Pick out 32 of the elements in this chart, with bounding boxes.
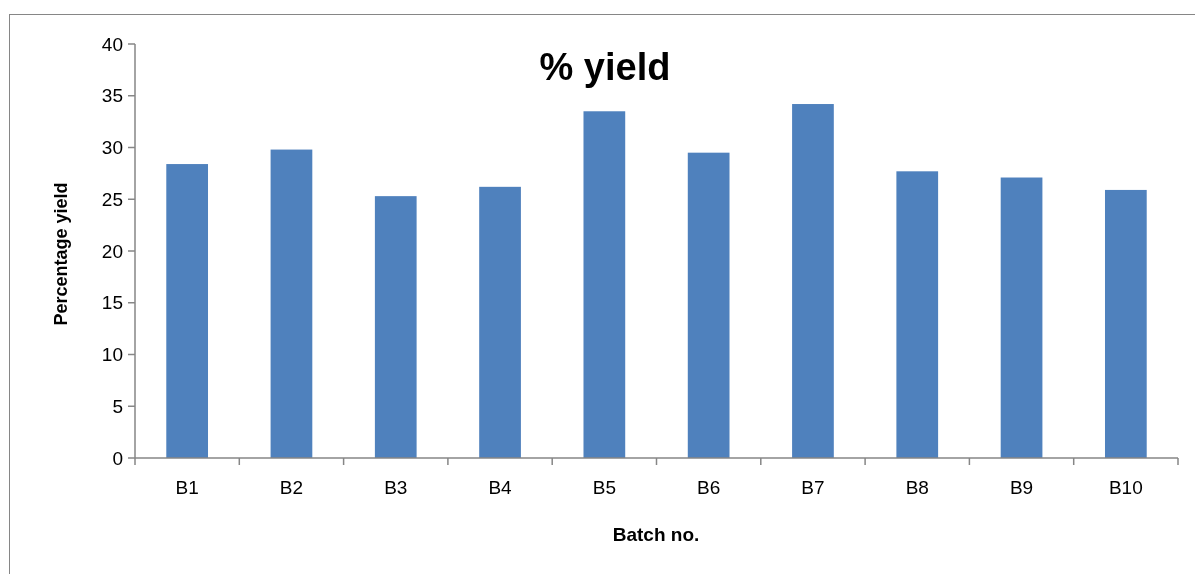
bar	[270, 149, 313, 458]
y-tick-label: 40	[101, 33, 123, 55]
bar	[687, 152, 730, 458]
x-tick-label: B10	[1108, 477, 1143, 498]
y-tick-label: 35	[101, 85, 123, 107]
bar	[1000, 177, 1043, 458]
y-tick-label: 5	[112, 395, 123, 417]
x-tick-label: B5	[592, 477, 616, 498]
y-tick-label: 0	[112, 447, 123, 469]
chart-title: % yield	[539, 46, 671, 88]
y-tick-label: 10	[101, 344, 123, 366]
x-tick-label: B2	[279, 477, 304, 498]
bar	[479, 186, 521, 458]
y-tick-label: 20	[101, 240, 123, 262]
x-tick-label: B1	[175, 477, 199, 498]
y-tick-label: 30	[101, 137, 123, 159]
bar	[1104, 189, 1147, 458]
x-tick-label: B6	[697, 477, 721, 498]
x-axis-title: Batch no.	[612, 524, 700, 545]
bar	[792, 104, 834, 458]
x-tick-label: B7	[801, 477, 825, 498]
y-tick-label: 15	[101, 292, 123, 314]
x-tick-label: B8	[905, 477, 929, 498]
y-axis-title: Percentage yield	[51, 182, 71, 326]
bar	[583, 111, 626, 458]
x-tick-label: B3	[384, 477, 408, 498]
bar	[374, 196, 417, 458]
x-tick-label: B4	[488, 477, 513, 498]
bar	[166, 164, 209, 458]
y-tick-label: 25	[101, 188, 123, 210]
x-tick-label: B9	[1009, 477, 1034, 498]
bar	[896, 171, 939, 458]
